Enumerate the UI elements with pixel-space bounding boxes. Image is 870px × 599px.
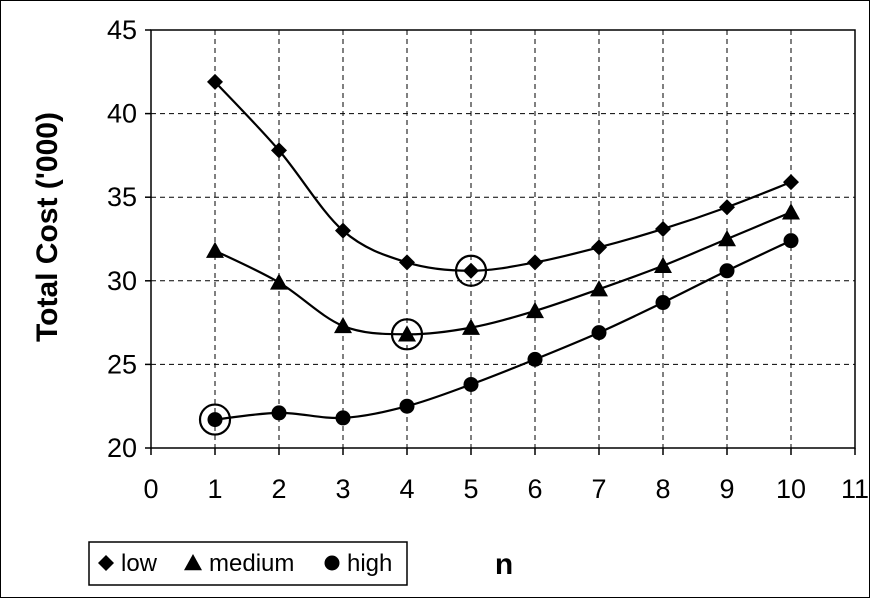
x-tick-label: 6	[527, 474, 542, 504]
point-high	[591, 325, 607, 341]
legend: low medium high	[88, 541, 408, 586]
point-high	[207, 412, 223, 428]
point-low	[783, 174, 799, 191]
point-medium	[334, 316, 352, 334]
highlight-ring-low	[454, 254, 488, 287]
legend-symbol-high	[324, 555, 340, 571]
point-medium	[526, 301, 544, 319]
point-medium	[398, 325, 416, 342]
point-high	[463, 376, 479, 392]
series-lines	[214, 81, 792, 421]
point-low	[719, 199, 735, 216]
point-high	[399, 398, 415, 414]
legend-label-medium: medium	[209, 550, 294, 577]
point-low	[335, 222, 351, 239]
legend-label-low: low	[121, 550, 158, 577]
legend-box	[88, 541, 408, 586]
legend-symbol-low	[98, 555, 114, 571]
axes	[145, 29, 856, 455]
series-line-medium	[214, 211, 792, 336]
x-tick-label: 0	[143, 474, 158, 504]
point-high	[271, 405, 287, 421]
point-medium	[270, 273, 288, 290]
point-low	[399, 254, 415, 271]
point-high	[335, 410, 351, 426]
series-line-high	[214, 239, 792, 421]
point-high	[783, 233, 799, 249]
point-medium	[590, 280, 608, 297]
point-low	[655, 220, 671, 237]
point-medium	[718, 230, 736, 247]
y-tick-label: 20	[107, 433, 137, 463]
point-high	[527, 351, 543, 367]
x-tick-label: 2	[271, 474, 286, 504]
point-low	[527, 254, 543, 271]
gridlines	[151, 30, 855, 448]
y-axis-title: Total Cost ('000)	[31, 112, 64, 342]
y-tick-label: 45	[107, 15, 137, 45]
highlight-ring-high	[198, 403, 232, 436]
y-tick-label: 35	[107, 182, 137, 212]
point-low	[271, 142, 287, 159]
y-tick-label: 40	[107, 99, 137, 129]
x-tick-label: 5	[463, 474, 478, 504]
legend-symbol-medium	[184, 554, 202, 571]
point-medium	[782, 203, 800, 220]
series-line-low	[214, 81, 792, 272]
x-tick-label: 4	[399, 474, 414, 504]
point-low	[591, 239, 607, 256]
plot-area-border	[150, 29, 856, 449]
x-axis-title: n	[495, 548, 513, 581]
series-markers	[206, 73, 800, 428]
point-medium	[654, 256, 672, 273]
y-tick-label: 25	[107, 349, 137, 379]
x-tick-label: 7	[591, 474, 606, 504]
x-tick-label: 9	[719, 474, 734, 504]
x-tick-label: 1	[207, 474, 222, 504]
point-low	[463, 262, 479, 279]
x-tick-label: 10	[776, 474, 806, 504]
point-high	[655, 295, 671, 311]
y-tick-label: 30	[107, 266, 137, 296]
point-low	[207, 73, 223, 90]
x-tick-label: 8	[655, 474, 670, 504]
optimum-highlights	[198, 254, 488, 436]
point-medium	[206, 241, 224, 258]
x-tick-label: 3	[335, 474, 350, 504]
legend-label-high: high	[347, 550, 392, 577]
x-tick-label: 11	[841, 474, 869, 504]
highlight-ring-medium	[390, 318, 424, 351]
point-high	[719, 263, 735, 279]
point-medium	[462, 318, 480, 335]
